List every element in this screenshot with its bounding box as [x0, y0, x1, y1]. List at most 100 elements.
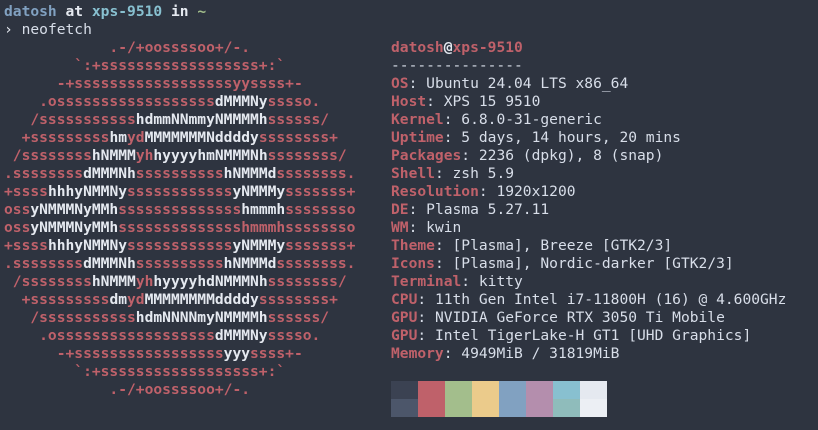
ascii-art-segment: hdmNNNNmyNMMMMh — [135, 309, 268, 326]
info-label-separator: : — [408, 219, 427, 236]
ascii-art-line: -+ssssssssssssssssssyyssss+- — [4, 75, 355, 93]
info-label: Memory — [391, 345, 444, 362]
ascii-art-segment: ssssssssss — [135, 165, 224, 182]
info-row: DE: Plasma 5.27.11 — [391, 201, 786, 219]
ascii-art-segment: dMMMNh — [83, 255, 136, 272]
ascii-art-segment: .-/+oossssoo+/-. — [4, 381, 251, 398]
info-row: Resolution: 1920x1200 — [391, 183, 786, 201]
prompt-host: xps-9510 — [91, 3, 163, 20]
info-title: datosh@xps-9510 — [391, 39, 786, 57]
info-value: [Plasma], Nordic-darker [GTK2/3] — [452, 255, 734, 272]
info-value: Plasma 5.27.11 — [426, 201, 550, 218]
info-label-separator: : — [434, 237, 453, 254]
ascii-art-segment: ssss+- — [250, 345, 303, 362]
info-row: Host: XPS 15 9510 — [391, 93, 786, 111]
command-text: neofetch — [21, 21, 92, 38]
ascii-art-segment: /sssssssssss — [4, 309, 136, 326]
ascii-art-segment: sssso. — [267, 327, 321, 344]
info-row: Shell: zsh 5.9 — [391, 165, 786, 183]
color-swatch — [499, 381, 526, 399]
ascii-art-line: /sssssssshNMMMyhhyyyyhdNMMMNhssssssss/ — [4, 273, 355, 291]
ascii-art-segment: yNMMMNyMMh — [30, 201, 119, 218]
color-swatch — [418, 381, 445, 399]
ascii-art-segment: yyy — [223, 345, 251, 362]
palette-row — [391, 399, 607, 417]
command-line[interactable]: › neofetch — [4, 21, 92, 39]
info-row: OS: Ubuntu 24.04 LTS x86_64 — [391, 75, 786, 93]
ascii-art-line: +sssssssssdmydMMMMMMMMddddyssssssss+ — [4, 291, 355, 309]
ascii-art-line: +sssshhhyNMMNyssssssssssssyNMMMysssssss+ — [4, 183, 355, 201]
ascii-art-segment: hNMMMd — [223, 165, 277, 182]
ascii-art-segment: -+sssssssssssssssss — [4, 345, 224, 362]
info-label: Shell — [391, 165, 435, 182]
ascii-art-line: ossyNMMMNyMMhsssssssssssssshmmmhssssssso — [4, 201, 355, 219]
info-label: Kernel — [391, 111, 444, 128]
ascii-art-segment: ssssssso — [285, 201, 356, 218]
ascii-art-segment: .ssssssss — [4, 255, 84, 272]
info-label: Resolution — [391, 183, 479, 200]
info-label-separator: : — [417, 327, 435, 344]
info-value: 4949MiB / 31819MiB — [461, 345, 620, 362]
info-label: GPU — [391, 327, 418, 344]
ascii-art-segment: +ssss — [4, 237, 48, 254]
info-value: zsh 5.9 — [452, 165, 515, 182]
palette-row — [391, 381, 607, 399]
info-label-separator: : — [408, 201, 427, 218]
info-label: GPU — [391, 309, 418, 326]
ascii-art-segment: oss — [4, 219, 31, 236]
info-label: Icons — [391, 255, 435, 272]
ascii-art-segment: dm — [109, 291, 128, 308]
ascii-art-segment: .ossssssssssssssssss — [4, 327, 215, 344]
info-label: Theme — [391, 237, 435, 254]
info-label: CPU — [391, 291, 418, 308]
ascii-art-segment: hyyyyhdNMMMNh — [153, 273, 268, 290]
color-swatch — [445, 399, 472, 417]
info-value: 6.8.0-31-generic — [461, 111, 602, 128]
color-swatch — [580, 399, 607, 417]
info-label-separator: : — [434, 255, 453, 272]
ascii-art-line: +ssssssssshmydMMMMMMMNddddyssssssss+ — [4, 129, 355, 147]
color-swatch — [526, 399, 553, 417]
info-row: GPU: NVIDIA GeForce RTX 3050 Ti Mobile — [391, 309, 786, 327]
info-row: WM: kwin — [391, 219, 786, 237]
color-swatch — [553, 381, 580, 399]
ascii-art-line: .-/+oossssoo+/-. — [4, 39, 355, 57]
ascii-art-segment: yNMMMy — [232, 183, 286, 200]
ascii-art-segment: yd — [127, 291, 145, 308]
ascii-art-segment: `:+ssssssssssssssssss+:` — [4, 57, 286, 74]
info-value: 11th Gen Intel i7-11800H (16) @ 4.600GHz — [434, 291, 787, 308]
ascii-art-segment: MMMMMMMMddddy — [144, 291, 259, 308]
info-value: Intel TigerLake-H GT1 [UHD Graphics] — [434, 327, 752, 344]
ascii-art-segment: ssssssss. — [276, 165, 356, 182]
info-row: Kernel: 6.8.0-31-generic — [391, 111, 786, 129]
ascii-art-segment: hNMMMd — [223, 255, 277, 272]
info-value: 1920x1200 — [496, 183, 576, 200]
ascii-art-segment: ssssssss/ — [267, 147, 347, 164]
prompt-at: at — [65, 3, 84, 20]
info-label: WM — [391, 219, 409, 236]
ascii-art-segment: oss — [4, 201, 31, 218]
info-row: Packages: 2236 (dpkg), 8 (snap) — [391, 147, 786, 165]
ascii-art-segment: hm — [109, 129, 128, 146]
ascii-art-segment: .-/+oossssoo+/-. — [4, 39, 251, 56]
color-swatch — [472, 399, 499, 417]
ascii-art-line: .ssssssssdMMMNhsssssssssshNMMMdssssssss. — [4, 165, 355, 183]
info-value: 2236 (dpkg), 8 (snap) — [478, 147, 664, 164]
ascii-art-segment: yh — [135, 273, 154, 290]
ascii-art-segment: yh — [135, 147, 154, 164]
ascii-art-segment: hhhyNMMNy — [47, 183, 128, 200]
ascii-art-segment: yNMMMy — [232, 237, 286, 254]
prompt-symbol: › — [4, 21, 13, 38]
ascii-art-segment: yd — [127, 129, 145, 146]
ascii-art-segment: MMMMMMMNddddy — [144, 129, 259, 146]
info-row: Theme: [Plasma], Breeze [GTK2/3] — [391, 237, 786, 255]
info-label-separator: : — [443, 111, 462, 128]
info-value: 5 days, 14 hours, 20 mins — [461, 129, 681, 146]
ascii-art-segment: sssso. — [267, 93, 321, 110]
color-swatch — [499, 399, 526, 417]
color-swatch — [580, 381, 607, 399]
ascii-art-line: ossyNMMMNyMMhsssssssssssssshmmmhssssssso — [4, 219, 355, 237]
color-swatch — [418, 399, 445, 417]
info-label-separator: : — [426, 93, 444, 110]
ascii-art-line: +sssshhhyNMMNyssssssssssssyNMMMysssssss+ — [4, 237, 355, 255]
